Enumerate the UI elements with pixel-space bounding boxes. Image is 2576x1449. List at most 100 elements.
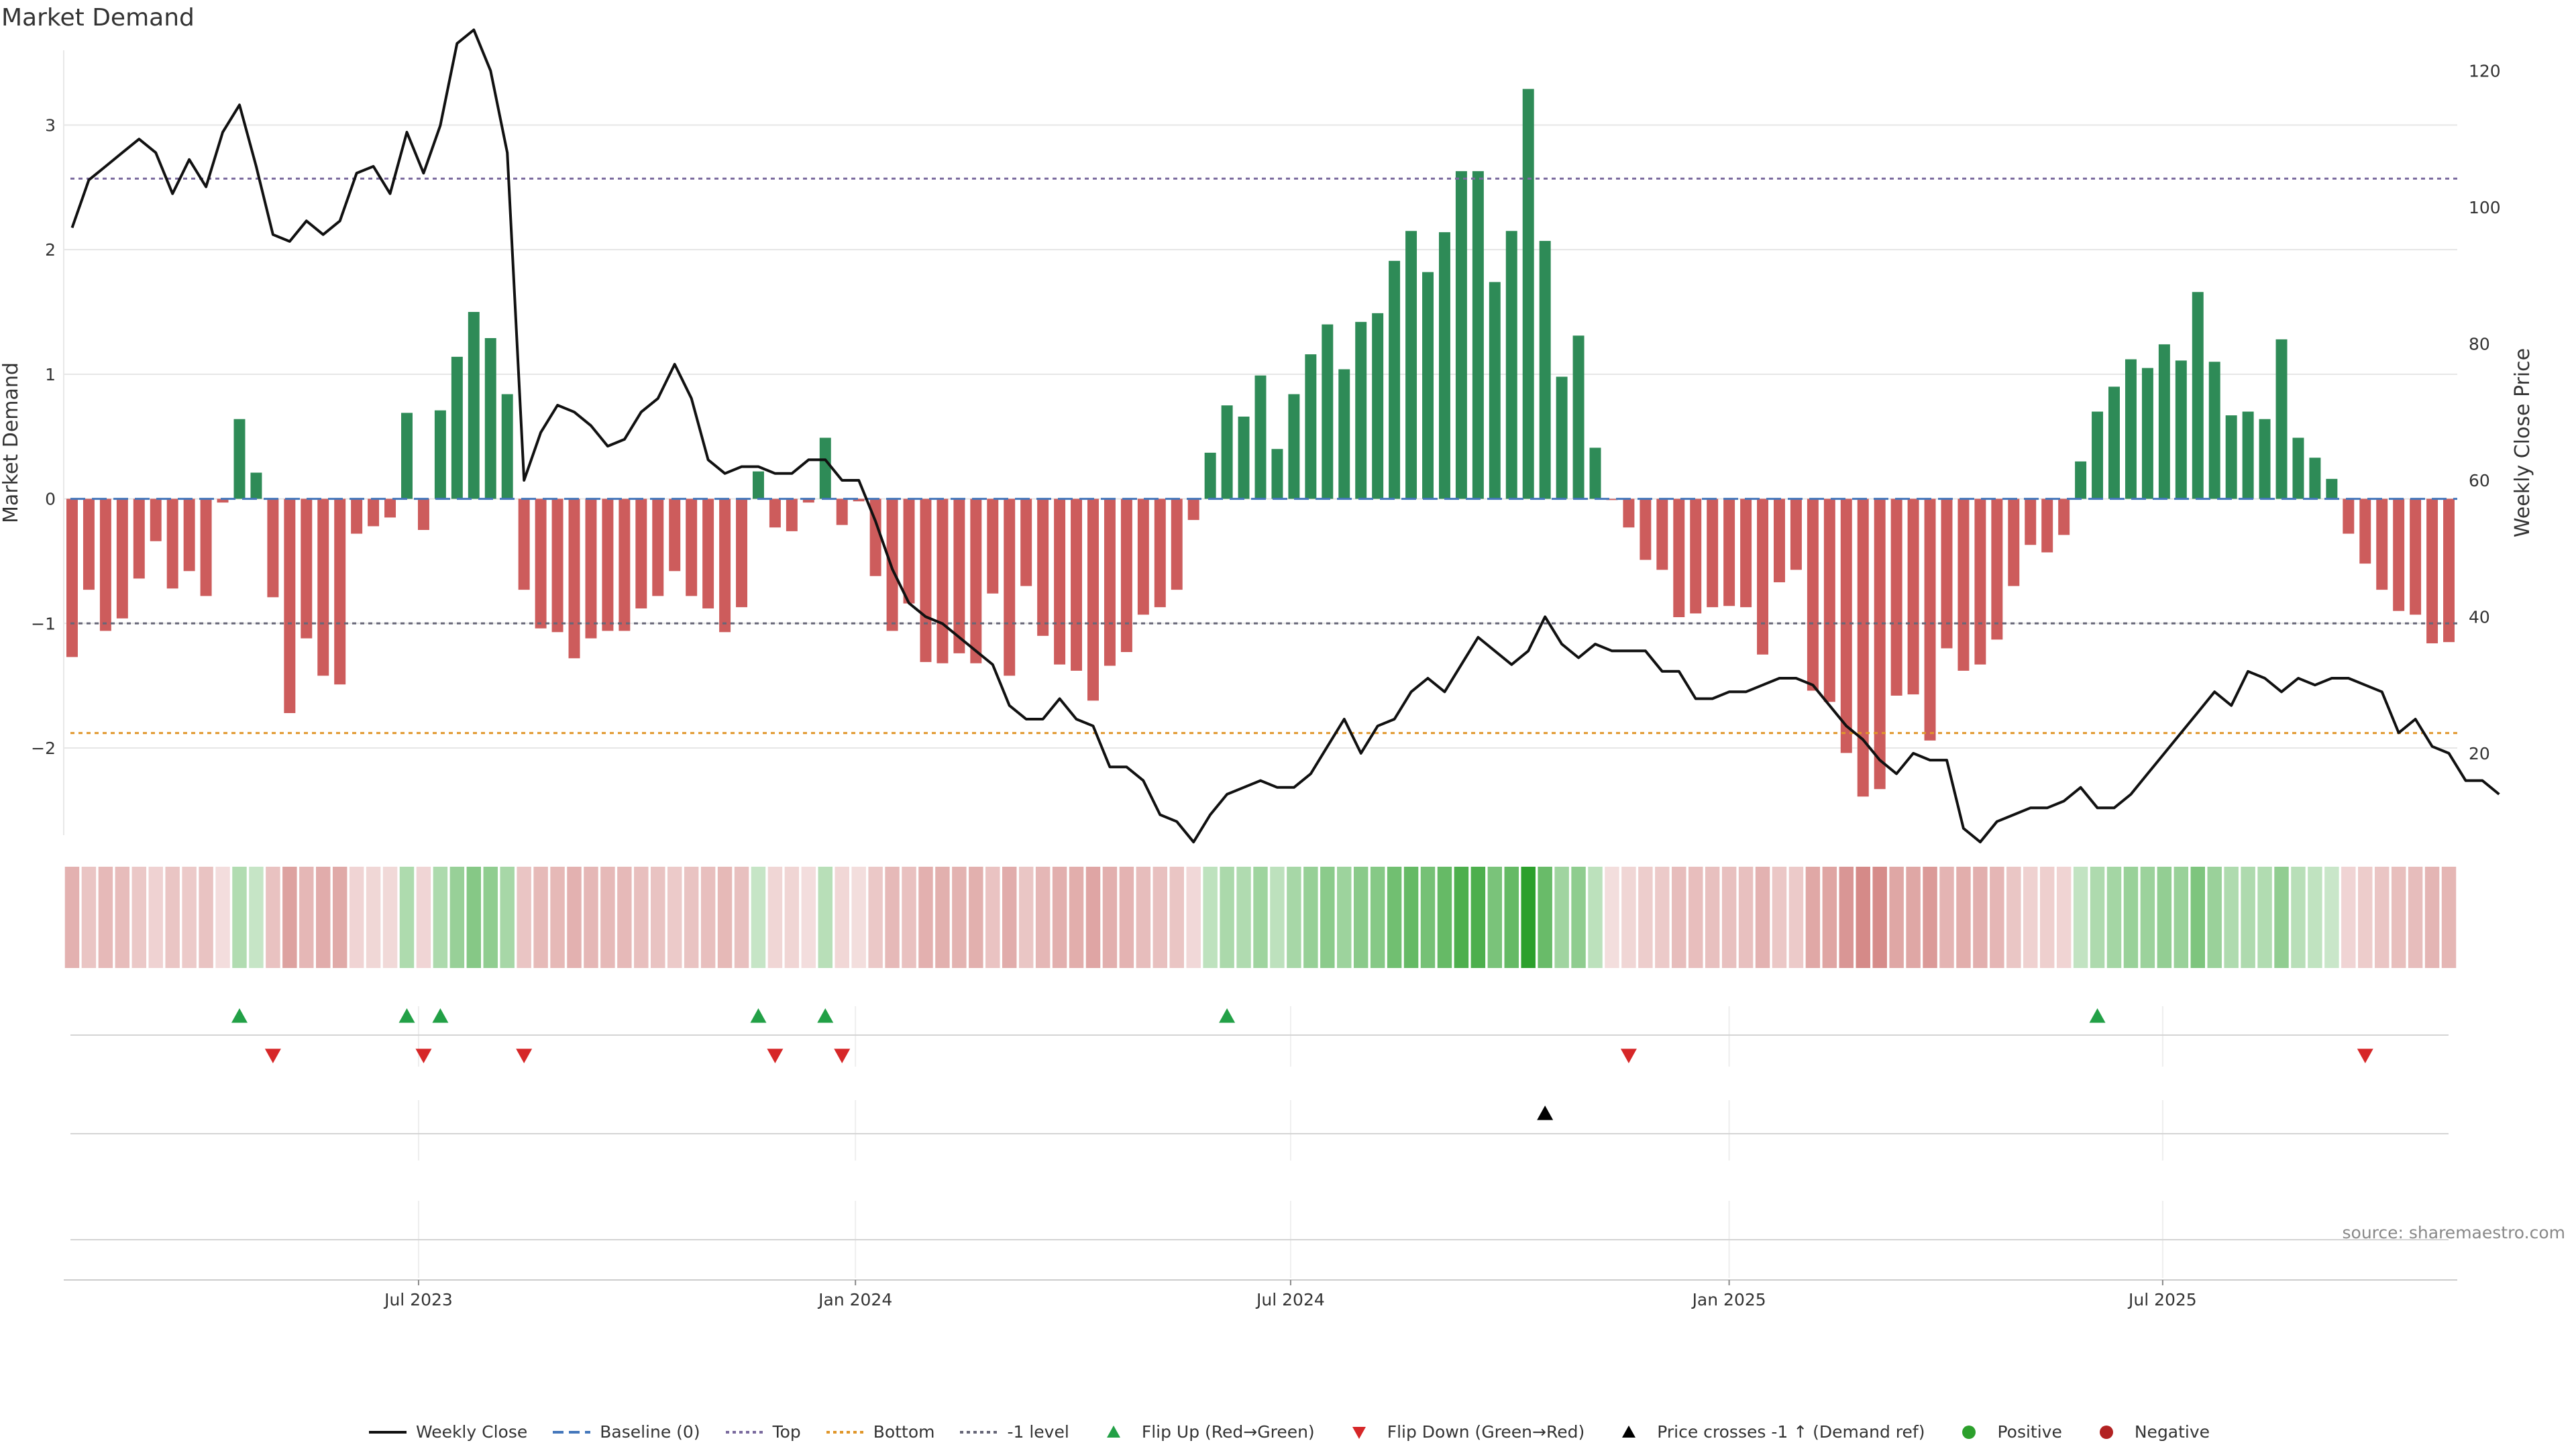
legend-glyph	[1352, 1426, 1366, 1439]
heat-cell	[115, 867, 130, 968]
heat-cell	[517, 867, 531, 968]
heat-cell	[2207, 867, 2222, 968]
demand-bar	[970, 498, 982, 663]
demand-bar	[786, 498, 798, 531]
demand-bar	[434, 410, 446, 499]
y-tick-label: −1	[31, 614, 56, 633]
demand-bar	[1137, 498, 1149, 615]
heat-cell	[533, 867, 548, 968]
demand-bar	[953, 498, 965, 653]
demand-bar	[819, 437, 831, 499]
demand-bar	[920, 498, 932, 662]
heat-cell	[2358, 867, 2373, 968]
heat-cell	[332, 867, 347, 968]
heat-cell	[684, 867, 699, 968]
legend-positive: Positive	[1947, 1422, 2062, 1442]
heat-cell	[1705, 867, 1720, 968]
demand-bar	[2275, 339, 2288, 499]
heat-cell	[751, 867, 766, 968]
demand-bar	[1707, 498, 1719, 608]
demand-bar	[2041, 498, 2053, 553]
demand-bar	[1640, 498, 1652, 560]
legend-swatch	[1352, 1426, 1366, 1439]
demand-bar	[468, 312, 480, 499]
heat-cell	[1002, 867, 1017, 968]
demand-bar	[853, 498, 865, 502]
demand-bar	[1941, 498, 1953, 649]
heat-cell	[165, 867, 180, 968]
heat-cell	[1688, 867, 1703, 968]
heat-cell	[1035, 867, 1051, 968]
demand-bar	[535, 498, 547, 629]
heat-cell	[399, 867, 415, 968]
heat-cell	[2039, 867, 2055, 968]
heat-cell	[1605, 867, 1619, 968]
demand-bar	[2025, 498, 2037, 545]
heat-cell	[885, 867, 900, 968]
heat-cell	[1588, 867, 1603, 968]
heat-cell	[2391, 867, 2406, 968]
y2-tick-label: 80	[2469, 334, 2490, 354]
heat-cell	[2374, 867, 2390, 968]
demand-bar	[602, 498, 614, 631]
demand-bar	[869, 498, 881, 576]
demand-bar	[501, 394, 513, 499]
heat-cell	[182, 867, 197, 968]
demand-bar	[702, 498, 714, 608]
heat-cell	[1990, 867, 2004, 968]
heat-cell	[98, 867, 113, 968]
heat-cell	[2056, 867, 2072, 968]
demand-bar	[568, 498, 580, 659]
demand-bar	[2058, 498, 2070, 535]
heat-cell	[2140, 867, 2155, 968]
legend-label: Bottom	[873, 1422, 935, 1442]
y2-tick-label: 100	[2469, 198, 2501, 217]
demand-bar	[334, 498, 346, 685]
demand-bar	[2259, 419, 2271, 499]
flip-down-marker	[767, 1049, 784, 1063]
heat-cell	[1856, 867, 1870, 968]
legend-swatch	[2099, 1425, 2113, 1439]
heat-cell	[2308, 867, 2322, 968]
heat-cell	[483, 867, 498, 968]
demand-bar	[2175, 360, 2187, 499]
legend-glyph	[1106, 1425, 1120, 1438]
legend-label: Baseline (0)	[600, 1422, 700, 1442]
heat-cell	[1822, 867, 1837, 968]
heat-cell	[1069, 867, 1084, 968]
x-tick-label: Jul 2023	[383, 1290, 453, 1309]
flip-down-marker	[264, 1049, 281, 1063]
demand-bar	[2192, 292, 2204, 499]
heat-cell	[918, 867, 933, 968]
demand-bar	[2359, 498, 2371, 564]
legend-swatch	[826, 1430, 864, 1434]
demand-bar	[1757, 498, 1769, 655]
heat-cell	[985, 867, 1000, 968]
demand-bar	[1254, 375, 1267, 499]
demand-bar	[1606, 498, 1618, 500]
heat-cell	[2257, 867, 2272, 968]
flip-down-marker	[1620, 1049, 1637, 1063]
heat-cell	[1152, 867, 1168, 968]
demand-bar	[1740, 498, 1752, 608]
heat-cell	[1119, 867, 1134, 968]
heat-cell	[2324, 867, 2339, 968]
demand-bar	[484, 338, 496, 499]
demand-bar	[301, 498, 313, 639]
heat-cell	[1538, 867, 1552, 968]
heat-cell	[2274, 867, 2289, 968]
heat-cell	[64, 867, 80, 968]
legend-swatch	[725, 1430, 763, 1434]
heat-cell	[1420, 867, 1436, 968]
demand-bar	[1857, 498, 1869, 797]
demand-bar	[1623, 498, 1635, 528]
demand-bar	[769, 498, 781, 528]
demand-bar	[1054, 498, 1066, 665]
heat-cell	[366, 867, 381, 968]
heat-cell	[1772, 867, 1787, 968]
heat-cell	[299, 867, 314, 968]
heat-cell	[2073, 867, 2088, 968]
heat-cell	[868, 867, 883, 968]
legend-label: Flip Down (Green→Red)	[1387, 1422, 1585, 1442]
